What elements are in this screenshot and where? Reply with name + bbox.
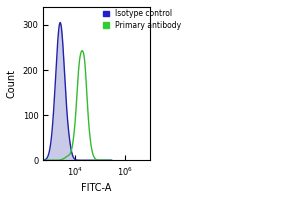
Y-axis label: Count: Count (7, 69, 17, 98)
X-axis label: FITC-A: FITC-A (81, 183, 112, 193)
Legend: Isotype control, Primary antibody: Isotype control, Primary antibody (101, 8, 183, 31)
